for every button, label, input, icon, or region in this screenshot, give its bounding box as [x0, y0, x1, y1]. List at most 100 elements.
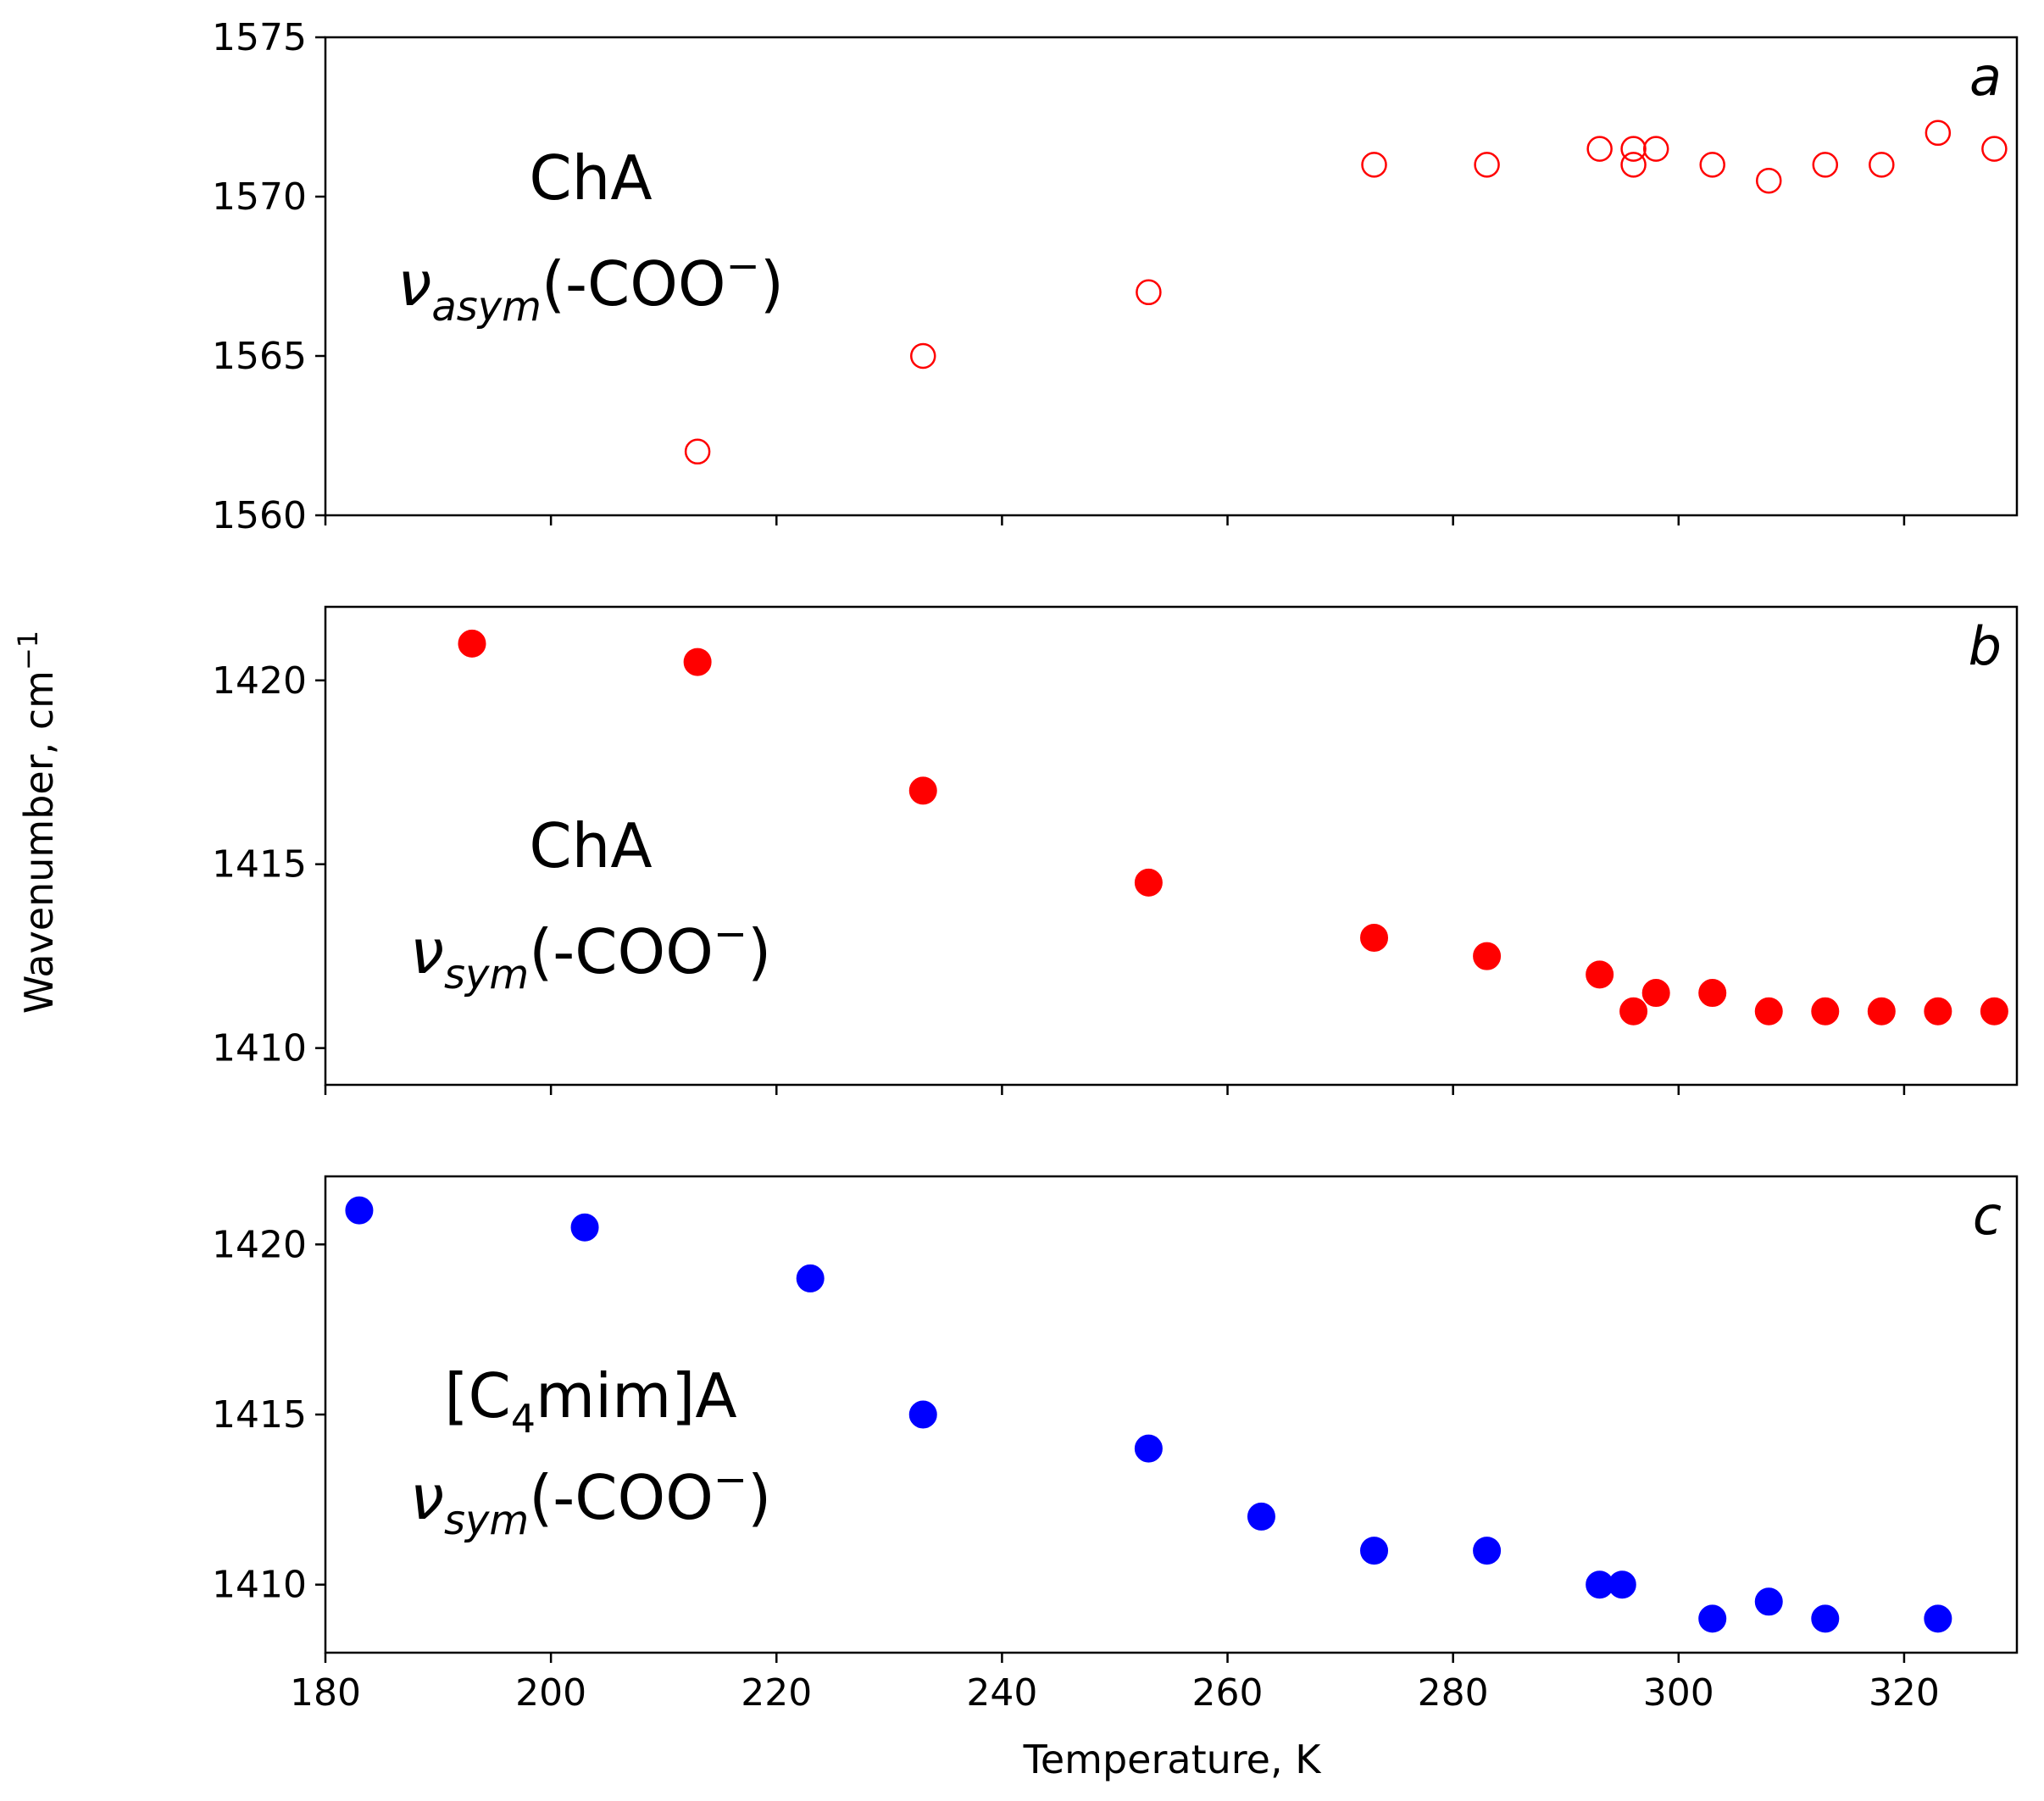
x-tick-label: 220	[741, 1671, 812, 1715]
data-point	[1586, 136, 1613, 162]
panel-a-frame	[324, 36, 2019, 517]
panel-c-letter: c	[1973, 1185, 2002, 1247]
data-point	[1754, 997, 1783, 1026]
x-tick-label: 200	[515, 1671, 586, 1715]
mode-charge: −	[726, 242, 760, 290]
x-axis-label: Temperature, K	[1023, 1737, 1323, 1782]
mode-close: )	[747, 1462, 771, 1533]
mode-close: )	[747, 916, 771, 987]
data-point	[1641, 979, 1670, 1008]
data-point	[1620, 152, 1647, 178]
data-point	[1608, 1570, 1636, 1599]
y-tick-label: 1415	[212, 1393, 307, 1437]
panels: 1560156515701575aChAνasym(-COO−)14101415…	[212, 16, 2019, 1715]
nu-symbol: ν	[410, 916, 444, 987]
data-point	[1134, 868, 1163, 897]
annotation-mode: νsym(-COO−)	[410, 1456, 771, 1544]
data-point	[1698, 979, 1727, 1008]
nu-symbol: ν	[410, 1462, 444, 1533]
data-point	[908, 1400, 937, 1429]
data-point	[1699, 152, 1725, 178]
compound-subscript: 4	[511, 1396, 536, 1442]
y-tick-label: 1415	[212, 843, 307, 887]
y-tick-label: 1575	[212, 16, 307, 59]
x-tick-label: 180	[290, 1671, 361, 1715]
data-point	[1980, 997, 2008, 1026]
data-point	[1473, 1537, 1502, 1565]
data-point	[1924, 997, 1952, 1026]
data-point	[1134, 1434, 1163, 1463]
data-point	[570, 1213, 599, 1242]
panel-b-letter: b	[1969, 615, 2002, 677]
y-tick-label: 1560	[212, 494, 307, 537]
data-point	[458, 629, 486, 658]
panel-a-letter: a	[1969, 46, 2002, 108]
y-axis-label: Wavenumber, cm−1	[12, 631, 62, 1014]
y-axis-label-superscript: −1	[12, 631, 44, 670]
mode-subscript: sym	[444, 951, 529, 998]
panel-c: 1410 1415 1420 180 200 220 240 260 280 300 320 c [C4…	[212, 1175, 2019, 1715]
compound-suffix: mim]A	[536, 1360, 737, 1431]
compound-prefix: [C	[444, 1360, 510, 1431]
data-point	[1360, 1537, 1389, 1565]
y-axis-label-text: Wavenumber, cm	[16, 670, 62, 1014]
data-point	[1619, 997, 1648, 1026]
y-tick-label: 1565	[212, 335, 307, 378]
data-point	[1811, 1604, 1840, 1633]
data-point	[345, 1196, 374, 1225]
x-tick-label: 260	[1192, 1671, 1264, 1715]
data-point	[908, 776, 937, 805]
y-tick-label: 1410	[212, 1564, 307, 1607]
data-point	[1473, 942, 1502, 970]
data-point	[1360, 923, 1389, 952]
data-point	[1642, 136, 1669, 162]
nu-symbol: ν	[397, 248, 431, 320]
data-point	[796, 1264, 825, 1292]
data-point	[1586, 960, 1614, 989]
data-point	[684, 438, 711, 465]
data-point	[1620, 136, 1647, 162]
mode-charge: −	[714, 1456, 747, 1504]
annotation-mode: νasym(-COO−)	[397, 242, 784, 331]
mode-group: (-COO	[529, 916, 714, 987]
mode-charge: −	[714, 910, 747, 958]
x-tick-label: 240	[966, 1671, 1037, 1715]
data-point	[1925, 120, 1952, 147]
data-point	[910, 342, 936, 370]
panel-b-frame	[324, 605, 2019, 1087]
x-tick-label: 280	[1418, 1671, 1489, 1715]
panel-b: 1410 1415 1420 b ChA νsym(-COO−)	[212, 605, 2019, 1095]
y-tick-label: 1570	[212, 175, 307, 219]
data-point	[1812, 152, 1839, 178]
data-point	[1474, 152, 1500, 178]
y-tick-label: 1410	[212, 1027, 307, 1070]
y-tick-label: 1420	[212, 659, 307, 703]
y-tick-label: 1420	[212, 1223, 307, 1266]
annotation-mode: νsym(-COO−)	[410, 910, 771, 998]
data-point	[1811, 997, 1840, 1026]
data-point	[1247, 1502, 1275, 1531]
data-point	[1754, 1587, 1783, 1616]
x-tick-label: 320	[1869, 1671, 1940, 1715]
data-point	[1981, 136, 2008, 162]
mode-group: (-COO	[542, 248, 726, 320]
annotation-compound: ChA	[529, 142, 652, 214]
mode-group: (-COO	[529, 1462, 714, 1533]
data-point	[1924, 1604, 1952, 1633]
mode-subscript: sym	[444, 1497, 529, 1544]
data-point	[1136, 279, 1162, 306]
data-point	[1361, 152, 1387, 178]
data-point	[1869, 152, 1895, 178]
data-point	[1867, 997, 1896, 1026]
mode-close: )	[760, 248, 784, 320]
panel-a: 1560 1565 1570 1575 a ChA νasym(-COO−)	[212, 16, 2019, 537]
data-point	[1698, 1604, 1727, 1633]
data-point	[683, 648, 712, 676]
annotation-compound: [C4mim]A	[444, 1360, 736, 1442]
data-point	[1756, 167, 1782, 194]
annotation-compound: ChA	[529, 810, 652, 881]
x-tick-label: 300	[1643, 1671, 1714, 1715]
mode-subscript: asym	[431, 283, 542, 331]
